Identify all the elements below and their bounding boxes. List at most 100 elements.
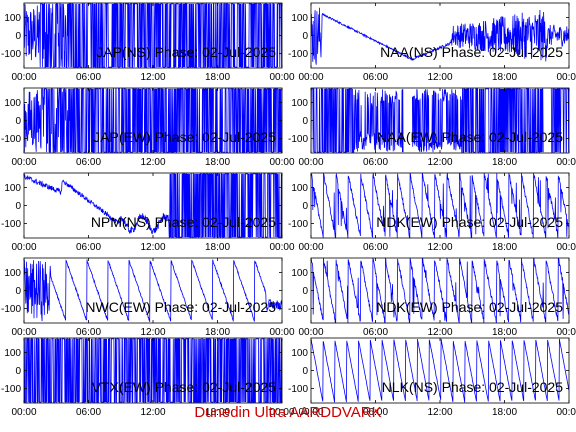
phase-trace-line xyxy=(311,258,569,323)
panel-title: JAP(EW) Phase: 02-Jul-2025 xyxy=(93,129,276,145)
x-tick-label: 00:00 xyxy=(11,327,36,338)
y-tick-label: -100 xyxy=(288,384,308,395)
x-tick-label: 18:00 xyxy=(205,72,230,83)
chart-panel-10: 100 0 -100 00:00 06:00 12:00 18:00 00:00 NLK(NS)… xyxy=(288,337,576,418)
chart-panel-8: 100 0 -100 00:00 06:00 12:00 18:00 00:00 NDK(EW)… xyxy=(288,257,576,338)
x-tick-label: 00:00 xyxy=(11,72,36,83)
phase-trace-line xyxy=(24,173,282,238)
x-tick-label: 00:00 xyxy=(556,407,576,418)
x-tick-label: 00:00 xyxy=(298,157,323,168)
y-tick-label: 0 xyxy=(302,31,308,42)
y-tick-label: 100 xyxy=(4,348,21,359)
y-tick-label: 0 xyxy=(15,31,21,42)
x-tick-label: 06:00 xyxy=(363,407,388,418)
y-tick-label: -100 xyxy=(1,384,21,395)
x-tick-label: 12:00 xyxy=(427,407,452,418)
x-tick-label: 06:00 xyxy=(76,327,101,338)
x-tick-label: 12:00 xyxy=(140,407,165,418)
x-tick-label: 00:00 xyxy=(556,327,576,338)
panel-title: NAA(NS) Phase: 02-Jul-2025 xyxy=(380,44,563,60)
y-tick-label: 100 xyxy=(291,268,308,279)
x-tick-label: 06:00 xyxy=(363,157,388,168)
x-tick-label: 18:00 xyxy=(492,242,517,253)
x-tick-label: 12:00 xyxy=(427,327,452,338)
y-tick-label: 0 xyxy=(302,201,308,212)
x-tick-label: 18:00 xyxy=(205,242,230,253)
y-tick-label: -100 xyxy=(1,49,21,60)
x-tick-label: 00:00 xyxy=(298,242,323,253)
x-tick-label: 00:00 xyxy=(269,327,294,338)
x-tick-label: 00:00 xyxy=(11,157,36,168)
x-tick-label: 12:00 xyxy=(140,242,165,253)
phase-trace-line xyxy=(311,7,569,65)
chart-panel-7: 100 0 -100 00:00 06:00 12:00 18:00 00:00 NWC(EW)… xyxy=(1,257,295,338)
x-tick-label: 00:00 xyxy=(298,407,323,418)
x-tick-label: 00:00 xyxy=(11,407,36,418)
y-tick-label: 100 xyxy=(291,348,308,359)
y-tick-label: 0 xyxy=(15,286,21,297)
x-tick-label: 06:00 xyxy=(363,327,388,338)
chart-panel-3: 100 0 -100 00:00 06:00 12:00 18:00 00:00 JAP(EW)… xyxy=(1,87,295,168)
y-tick-label: 0 xyxy=(302,286,308,297)
x-tick-label: 06:00 xyxy=(363,242,388,253)
panel-title: VTX(EW) Phase: 02-Jul-2025 xyxy=(92,379,277,395)
footer-label: Dunedin Ultra AARDDVARK xyxy=(194,404,382,421)
chart-panel-4: 100 0 -100 00:00 06:00 12:00 18:00 00:00 NAA(EW)… xyxy=(288,87,576,168)
panel-title: NDK(EW) Phase: 02-Jul-2025 xyxy=(376,299,563,315)
x-tick-label: 12:00 xyxy=(140,72,165,83)
y-tick-label: 0 xyxy=(15,366,21,377)
y-tick-label: -100 xyxy=(1,134,21,145)
y-tick-label: 100 xyxy=(4,268,21,279)
y-tick-label: 0 xyxy=(15,116,21,127)
y-tick-label: -100 xyxy=(1,219,21,230)
phase-trace-line xyxy=(311,338,569,403)
y-tick-label: -100 xyxy=(288,134,308,145)
panel-title: NLK(NS) Phase: 02-Jul-2025 xyxy=(382,379,564,395)
x-tick-label: 12:00 xyxy=(427,242,452,253)
x-tick-label: 12:00 xyxy=(427,157,452,168)
x-tick-label: 12:00 xyxy=(140,157,165,168)
x-tick-label: 06:00 xyxy=(76,72,101,83)
x-tick-label: 00:00 xyxy=(298,72,323,83)
x-tick-label: 06:00 xyxy=(363,72,388,83)
x-tick-label: 00:00 xyxy=(556,72,576,83)
y-tick-label: 100 xyxy=(291,183,308,194)
panel-title: NWC(EW) Phase: 02-Jul-2025 xyxy=(85,299,276,315)
y-tick-label: -100 xyxy=(1,304,21,315)
x-tick-label: 00:00 xyxy=(556,242,576,253)
x-tick-label: 18:00 xyxy=(205,327,230,338)
chart-panel-9: 100 0 -100 00:00 06:00 12:00 18:00 00:00 VTX(EW)… xyxy=(1,337,295,418)
panel-title: JAP(NS) Phase: 02-Jul-2025 xyxy=(96,44,276,60)
y-tick-label: 100 xyxy=(4,183,21,194)
y-tick-label: 100 xyxy=(4,98,21,109)
y-tick-label: 0 xyxy=(302,366,308,377)
y-tick-label: -100 xyxy=(288,304,308,315)
panel-title: NAA(EW) Phase: 02-Jul-2025 xyxy=(377,129,563,145)
chart-panel-6: 100 0 -100 00:00 06:00 12:00 18:00 00:00 NDK(EW)… xyxy=(288,172,576,253)
x-tick-label: 00:00 xyxy=(269,157,294,168)
x-tick-label: 00:00 xyxy=(298,327,323,338)
y-tick-label: -100 xyxy=(288,219,308,230)
chart-panel-1: 100 0 -100 00:00 06:00 12:00 18:00 00:00 JAP(NS)… xyxy=(1,2,295,83)
x-tick-label: 00:00 xyxy=(556,157,576,168)
x-tick-label: 12:00 xyxy=(427,72,452,83)
x-tick-label: 12:00 xyxy=(140,327,165,338)
phase-trace-line xyxy=(24,259,282,322)
x-tick-label: 06:00 xyxy=(76,242,101,253)
x-tick-label: 06:00 xyxy=(76,407,101,418)
x-tick-label: 00:00 xyxy=(11,242,36,253)
x-tick-label: 18:00 xyxy=(492,72,517,83)
x-tick-label: 00:00 xyxy=(269,407,294,418)
x-tick-label: 18:00 xyxy=(205,157,230,168)
y-tick-label: 100 xyxy=(4,13,21,24)
panel-title: NPM(NS) Phase: 02-Jul-2025 xyxy=(91,214,276,230)
chart-panel-2: 100 0 -100 00:00 06:00 12:00 18:00 00:00 NAA(NS)… xyxy=(288,2,576,83)
phase-trace-line xyxy=(311,173,569,238)
x-tick-label: 18:00 xyxy=(492,157,517,168)
y-tick-label: 100 xyxy=(291,13,308,24)
y-tick-label: -100 xyxy=(288,49,308,60)
x-tick-label: 00:00 xyxy=(269,242,294,253)
y-tick-label: 0 xyxy=(15,201,21,212)
y-tick-label: 0 xyxy=(302,116,308,127)
